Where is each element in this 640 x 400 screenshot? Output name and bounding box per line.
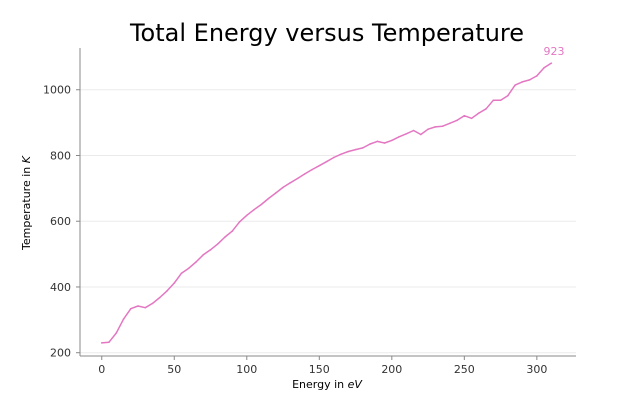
data-label-923: 923	[544, 45, 565, 58]
y-axis-ticks: 200 400 600 800 1000	[43, 84, 80, 360]
data-point-0-29	[311, 168, 313, 171]
y-tick-label-800: 800	[50, 149, 71, 162]
data-point-0-23	[267, 197, 270, 200]
data-point-0-33	[340, 153, 342, 155]
data-point-0-22	[260, 203, 263, 206]
data-point-0-28	[303, 173, 306, 175]
data-point-0-3	[122, 318, 125, 320]
data-point-0-31	[325, 160, 328, 163]
data-point-0-57	[514, 84, 516, 86]
x-tick-label-150: 150	[309, 363, 330, 376]
data-point-0-25	[282, 186, 284, 189]
data-point-0-36	[362, 147, 364, 149]
data-point-0-32	[333, 156, 335, 159]
x-axis-label: Energy in eV	[292, 378, 363, 391]
data-point-0-6	[144, 306, 147, 309]
y-tick-label-200: 200	[50, 347, 71, 360]
data-point-0-1	[108, 341, 110, 343]
data-point-0-11	[180, 272, 183, 274]
data-point-0-27	[296, 177, 299, 180]
x-axis-label-text: Energy in	[292, 378, 348, 391]
data-point-0-10	[173, 282, 176, 284]
data-point-0-39	[383, 142, 386, 144]
data-point-0-43	[412, 129, 415, 132]
data-point-0-0	[100, 342, 103, 344]
data-point-0-7	[151, 302, 154, 305]
data-point-0-53	[485, 108, 487, 110]
data-point-0-46	[434, 126, 437, 128]
y-axis-label-unit: K	[20, 155, 33, 163]
series-line-0	[101, 62, 552, 344]
data-point-0-60	[536, 75, 538, 77]
data-point-0-9	[166, 290, 168, 292]
data-point-0-35	[354, 148, 357, 151]
data-point-0-16	[216, 243, 219, 245]
x-tick-label-300: 300	[526, 363, 547, 376]
data-point-0-21	[253, 208, 255, 211]
data-point-0-55	[499, 99, 502, 102]
data-point-0-13	[195, 261, 197, 263]
data-point-0-54	[492, 99, 495, 102]
data-point-0-8	[158, 296, 161, 299]
grid-lines	[80, 89, 576, 354]
x-tick-label-250: 250	[454, 363, 475, 376]
data-point-0-14	[202, 253, 205, 256]
chart-title: Total Energy versus Temperature	[129, 19, 524, 47]
y-tick-label-600: 600	[50, 215, 71, 228]
data-point-0-37	[369, 143, 371, 145]
data-point-0-34	[347, 150, 350, 153]
y-tick-label-1000: 1000	[43, 84, 71, 97]
data-point-0-50	[463, 114, 466, 117]
data-point-0-24	[274, 192, 277, 194]
x-tick-label-100: 100	[236, 363, 257, 376]
data-point-0-52	[478, 112, 480, 114]
series-group	[100, 62, 553, 344]
data-point-0-18	[231, 230, 234, 232]
data-point-0-48	[449, 122, 451, 125]
y-axis-label-text: Temperature in	[20, 163, 33, 251]
x-tick-label-200: 200	[381, 363, 402, 376]
data-point-0-12	[187, 267, 190, 270]
data-point-0-61	[543, 66, 545, 69]
y-tick-label-400: 400	[50, 281, 71, 294]
data-point-0-2	[115, 332, 118, 334]
y-axis-label: Temperature in K	[20, 155, 33, 251]
x-axis-ticks: 0 50 100 150 200 250 300	[98, 356, 547, 376]
data-point-0-58	[521, 81, 524, 83]
data-point-0-41	[398, 135, 400, 138]
data-point-0-30	[318, 164, 321, 167]
data-point-0-5	[137, 305, 139, 307]
data-point-0-4	[129, 307, 132, 310]
data-point-0-56	[507, 94, 509, 97]
data-point-0-44	[420, 133, 422, 136]
data-point-0-42	[405, 132, 408, 135]
data-point-0-40	[391, 139, 393, 142]
data-point-0-26	[289, 181, 292, 184]
data-point-0-59	[528, 79, 531, 81]
data-point-0-51	[470, 117, 473, 120]
data-point-0-20	[245, 214, 248, 217]
x-tick-label-50: 50	[167, 363, 181, 376]
data-point-0-38	[376, 140, 379, 143]
data-point-0-62	[550, 62, 553, 64]
data-point-0-47	[441, 125, 444, 128]
data-point-0-45	[427, 128, 429, 130]
data-point-0-15	[209, 249, 212, 251]
data-point-0-17	[224, 236, 226, 238]
data-point-0-19	[238, 221, 241, 223]
x-tick-label-0: 0	[98, 363, 105, 376]
data-point-0-49	[456, 119, 458, 122]
x-axis-label-unit: eV	[348, 378, 364, 391]
